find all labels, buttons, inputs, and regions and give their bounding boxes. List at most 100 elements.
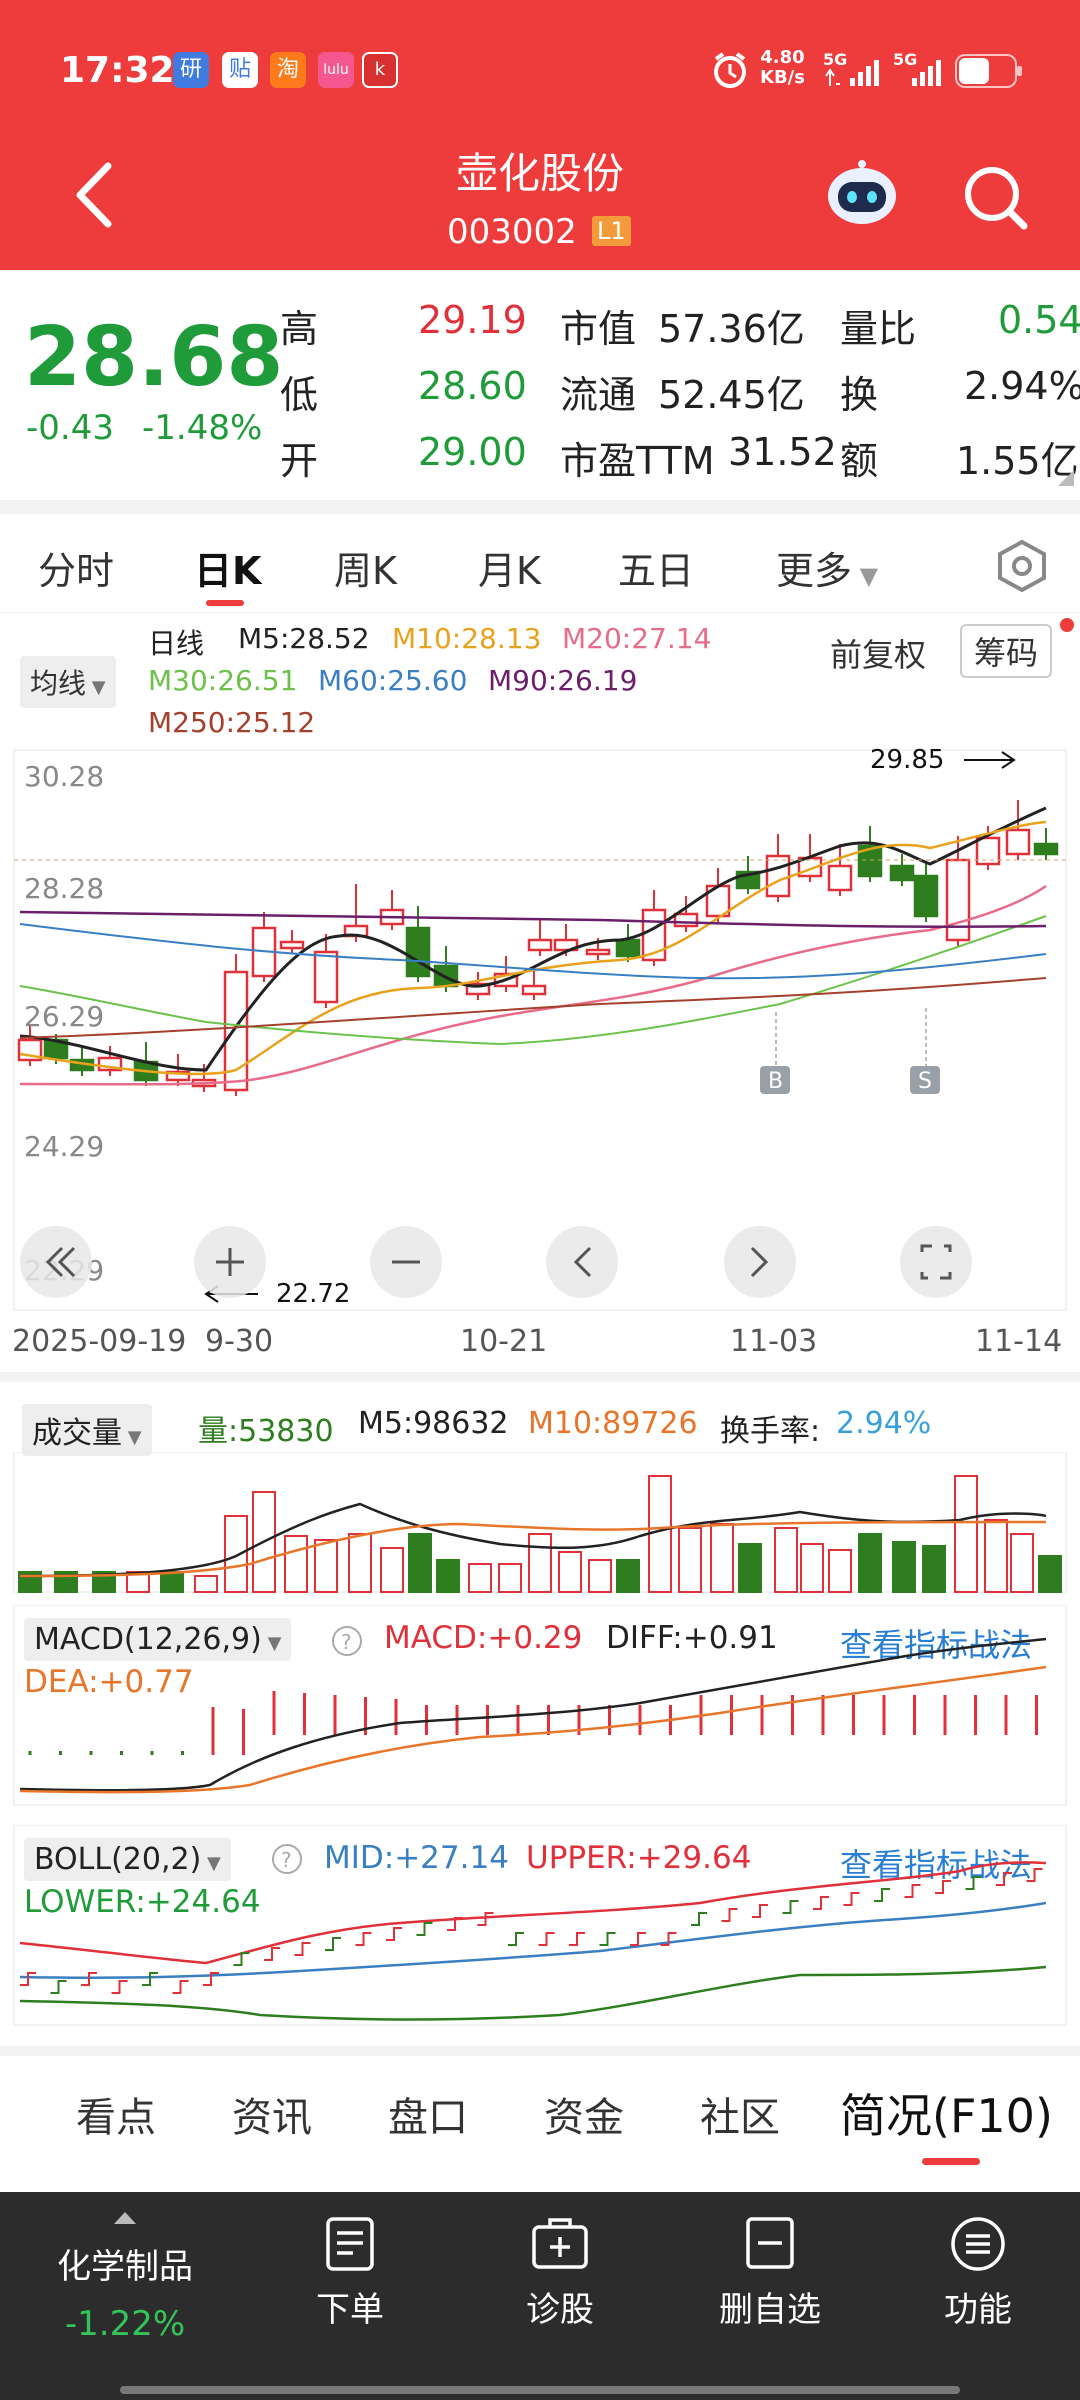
volume-bar [800,1543,824,1593]
ma-line [19,820,1047,1076]
back-icon[interactable] [70,160,120,230]
adjust-rights[interactable]: 前复权 [830,636,927,674]
fullscreen-button[interactable] [900,1226,972,1298]
kline-chart[interactable]: 30.28 28.28 26.29 24.29 22.29 29.85 22.7… [0,740,1080,1360]
volume-bar [710,1523,734,1593]
x-tick-4: 11-03 [730,1324,817,1359]
boll-bar [172,1980,189,1994]
boll-bar [477,1912,494,1926]
volume-bar [348,1533,372,1593]
volume-bar [558,1551,582,1593]
nav-functions[interactable]: 功能 [918,2195,1038,2400]
value-pe: 31.52 [728,430,837,474]
price-change-pct: -1.48% [142,408,263,448]
nav-diagnose[interactable]: 诊股 [500,2195,620,2400]
buy-marker [760,1066,790,1094]
sector-name: 化学制品 [57,2247,193,2287]
tab-five-day[interactable]: 五日 [618,549,695,593]
ma-m20: M20:27.14 [562,622,712,655]
settings-hex-icon[interactable] [994,538,1050,594]
expand-corner-icon[interactable] [1056,468,1076,488]
boll-bar [416,1922,433,1936]
boll-bar [508,1932,524,1946]
tab-news[interactable]: 资讯 [232,2095,312,2141]
tab-more[interactable]: 更多 ▼ [776,549,879,593]
boll-bar [874,1888,890,1902]
volume-selector[interactable]: 成交量 ▼ [22,1404,152,1456]
app-icon-yan: 研 [173,52,209,88]
volume-bar [284,1535,308,1593]
x-tick-2: 9-30 [205,1324,273,1359]
nav-order[interactable]: 下单 [290,2195,410,2400]
battery-icon [955,54,1022,88]
tab-kandian[interactable]: 看点 [76,2095,156,2141]
boll-bar [721,1908,738,1922]
value-vol-ratio: 0.54 [998,298,1080,342]
ma-m60: M60:25.60 [318,664,468,697]
volume-bar [314,1539,338,1593]
chips-button[interactable]: 筹码 [960,624,1053,678]
boll-upper-line [19,1861,1047,1965]
scroll-right-button[interactable] [724,1226,796,1298]
nav-remove-watchlist[interactable]: 删自选 [700,2195,840,2400]
boll-selector[interactable]: BOLL(20,2) ▼ [24,1838,231,1881]
scroll-left-button[interactable] [546,1226,618,1298]
volume-bar [92,1571,116,1593]
boll-bar [447,1917,463,1931]
tab-community[interactable]: 社区 [700,2095,780,2141]
svg-text:?: ? [341,1630,352,1654]
tab-daily-k[interactable]: 日K [194,549,262,593]
value-turnover: 2.94% [964,364,1080,408]
help-icon[interactable]: ? [330,1624,364,1658]
label-high: 高 [280,307,319,351]
candle-body [765,854,791,898]
value-amount: 1.55亿 [956,439,1079,483]
boll-bar [264,1947,280,1961]
boll-strategy-link[interactable]: 查看指标战法 [840,1846,1033,1884]
tab-orderbook[interactable]: 盘口 [388,2095,468,2141]
candle-body [279,940,305,950]
search-icon[interactable] [962,164,1032,234]
label-float: 流通 [560,373,637,417]
boll-bar [691,1912,707,1926]
volume-bar [828,1549,852,1593]
volume-bar [194,1575,218,1593]
label-turnover: 换 [840,373,879,417]
ma-m5: M5:28.52 [238,622,370,655]
label-low: 低 [280,373,319,417]
tab-weekly-k[interactable]: 周K [334,549,397,593]
volume-bar [588,1559,612,1593]
candle-body [313,950,339,1004]
boll-bar [20,1972,36,1986]
chevron-left-icon [573,1246,592,1278]
zoom-in-button[interactable] [194,1226,266,1298]
double-chevron-left-icon [45,1246,76,1278]
volume-bar [1038,1555,1062,1593]
tab-funds[interactable]: 资金 [544,2095,624,2141]
sector-widget[interactable]: 化学制品 -1.22% [0,2195,250,2400]
tab-fenshi[interactable]: 分时 [38,549,115,593]
zoom-out-button[interactable] [370,1226,442,1298]
volume-bar [858,1533,882,1593]
menu-circle-icon [951,2217,1005,2271]
y-tick-3: 26.29 [24,1000,104,1033]
help-icon[interactable]: ? [270,1842,304,1876]
rewind-button[interactable] [20,1226,92,1298]
boll-mid-line [19,1901,1047,1979]
sell-marker [910,1066,940,1094]
y-tick-4: 24.29 [24,1130,104,1163]
macd-chart [13,1605,1067,1806]
tab-f10[interactable]: 简况(F10) [840,2089,1053,2143]
macd-selector[interactable]: MACD(12,26,9) ▼ [24,1618,292,1661]
tab-monthly-k[interactable]: 月K [478,549,541,593]
volume-bar [468,1563,492,1593]
assistant-robot-icon[interactable] [824,158,900,230]
signal-bars-icon [825,60,879,86]
boll-bar [843,1892,860,1906]
ma-selector[interactable]: 均线 ▼ [20,656,116,708]
candle-body [465,982,491,996]
boll-bar [752,1904,768,1918]
x-tick-1: 2025-09-19 [12,1324,186,1359]
ma-m10: M10:28.13 [392,622,542,655]
boll-bar [569,1932,585,1946]
